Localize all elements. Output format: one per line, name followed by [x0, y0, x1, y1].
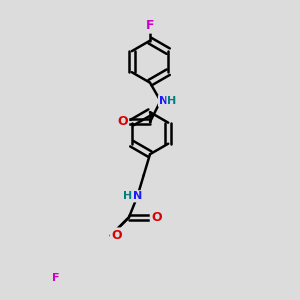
Text: F: F: [52, 273, 59, 284]
Text: N: N: [159, 96, 168, 106]
Text: O: O: [117, 116, 128, 128]
Text: O: O: [151, 211, 162, 224]
Text: H: H: [167, 96, 177, 106]
Text: O: O: [111, 229, 122, 242]
Text: N: N: [133, 191, 142, 201]
Text: F: F: [146, 20, 154, 32]
Text: H: H: [123, 191, 133, 201]
